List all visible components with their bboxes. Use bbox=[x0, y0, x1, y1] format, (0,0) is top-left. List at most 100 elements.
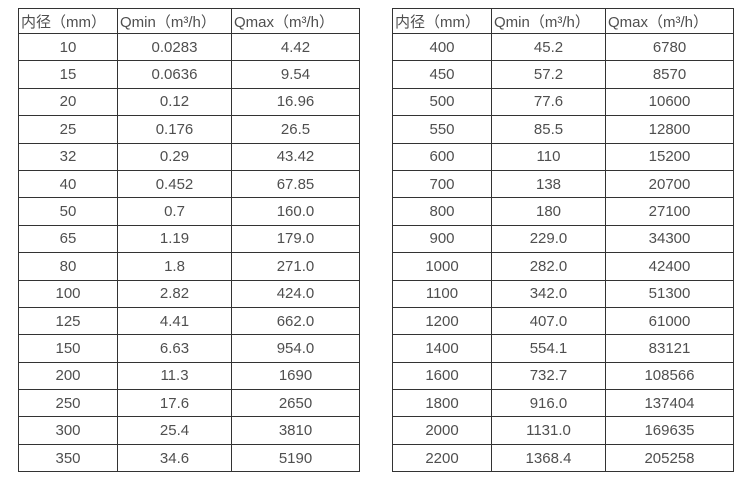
diameter-cell: 2000 bbox=[392, 416, 492, 445]
diameter-cell: 450 bbox=[392, 60, 492, 89]
qmax-cell: 424.0 bbox=[231, 279, 360, 308]
qmin-cell: 0.12 bbox=[117, 87, 232, 117]
diameter-cell: 100 bbox=[18, 279, 118, 308]
table-row: 40 0.452 67.85 bbox=[18, 169, 360, 199]
qmin-cell: 0.452 bbox=[117, 169, 232, 199]
qmin-cell: 45.2 bbox=[491, 32, 606, 62]
diameter-cell: 700 bbox=[392, 169, 492, 199]
qmin-cell: 138 bbox=[491, 169, 606, 199]
qmax-cell: 179.0 bbox=[231, 224, 360, 254]
diameter-cell: 500 bbox=[392, 87, 492, 117]
diameter-cell: 80 bbox=[18, 252, 118, 281]
qmin-cell: 77.6 bbox=[491, 87, 606, 117]
table-row: 10 0.0283 4.42 bbox=[18, 32, 360, 62]
qmin-cell: 0.0636 bbox=[117, 60, 232, 89]
table-row: 25 0.176 26.5 bbox=[18, 115, 360, 144]
diameter-header: 内径（mm） bbox=[392, 8, 492, 34]
diameter-cell: 32 bbox=[18, 142, 118, 171]
diameter-cell: 350 bbox=[18, 443, 118, 473]
diameter-cell: 1000 bbox=[392, 252, 492, 281]
table-row: 450 57.2 8570 bbox=[392, 60, 734, 89]
qmin-cell: 916.0 bbox=[491, 389, 606, 418]
table-row: 400 45.2 6780 bbox=[392, 32, 734, 62]
qmin-cell: 407.0 bbox=[491, 306, 606, 336]
qmin-cell: 11.3 bbox=[117, 361, 232, 391]
qmax-cell: 42400 bbox=[605, 252, 734, 281]
qmax-cell: 4.42 bbox=[231, 32, 360, 62]
table-row: 65 1.19 179.0 bbox=[18, 224, 360, 254]
diameter-cell: 600 bbox=[392, 142, 492, 171]
table-row: 200 11.3 1690 bbox=[18, 361, 360, 391]
qmax-cell: 8570 bbox=[605, 60, 734, 89]
qmax-cell: 51300 bbox=[605, 279, 734, 308]
diameter-cell: 200 bbox=[18, 361, 118, 391]
qmin-cell: 554.1 bbox=[491, 334, 606, 363]
qmin-cell: 1.19 bbox=[117, 224, 232, 254]
qmin-cell: 732.7 bbox=[491, 361, 606, 391]
diameter-cell: 1600 bbox=[392, 361, 492, 391]
qmin-cell: 0.176 bbox=[117, 115, 232, 144]
qmax-cell: 169635 bbox=[605, 416, 734, 445]
diameter-cell: 300 bbox=[18, 416, 118, 445]
qmin-cell: 229.0 bbox=[491, 224, 606, 254]
qmin-cell: 342.0 bbox=[491, 279, 606, 308]
diameter-cell: 1200 bbox=[392, 306, 492, 336]
diameter-cell: 900 bbox=[392, 224, 492, 254]
table-row: 1200 407.0 61000 bbox=[392, 306, 734, 336]
table-row: 800 180 27100 bbox=[392, 197, 734, 226]
table-row: 80 1.8 271.0 bbox=[18, 252, 360, 281]
qmin-cell: 0.29 bbox=[117, 142, 232, 171]
qmax-cell: 3810 bbox=[231, 416, 360, 445]
qmin-cell: 0.0283 bbox=[117, 32, 232, 62]
table-row: 2200 1368.4 205258 bbox=[392, 443, 734, 473]
qmin-cell: 1131.0 bbox=[491, 416, 606, 445]
diameter-cell: 20 bbox=[18, 87, 118, 117]
qmin-cell: 1368.4 bbox=[491, 443, 606, 473]
qmax-cell: 5190 bbox=[231, 443, 360, 473]
table-header-row: 内径（mm） Qmin（m³/h） Qmax（m³/h） bbox=[18, 8, 360, 34]
flow-rate-tables-container: 内径（mm） Qmin（m³/h） Qmax（m³/h） 10 0.0283 4.42 1… bbox=[18, 8, 734, 473]
diameter-cell: 150 bbox=[18, 334, 118, 363]
diameter-cell: 65 bbox=[18, 224, 118, 254]
qmax-header: Qmax（m³/h） bbox=[231, 8, 360, 34]
table-row: 300 25.4 3810 bbox=[18, 416, 360, 445]
table-row: 550 85.5 12800 bbox=[392, 115, 734, 144]
qmax-cell: 160.0 bbox=[231, 197, 360, 226]
qmax-cell: 34300 bbox=[605, 224, 734, 254]
diameter-cell: 250 bbox=[18, 389, 118, 418]
qmax-cell: 6780 bbox=[605, 32, 734, 62]
table-header-row: 内径（mm） Qmin（m³/h） Qmax（m³/h） bbox=[392, 8, 734, 34]
table-row: 150 6.63 954.0 bbox=[18, 334, 360, 363]
qmax-cell: 27100 bbox=[605, 197, 734, 226]
table-row: 1600 732.7 108566 bbox=[392, 361, 734, 391]
qmax-cell: 205258 bbox=[605, 443, 734, 473]
qmax-cell: 43.42 bbox=[231, 142, 360, 171]
table-row: 2000 1131.0 169635 bbox=[392, 416, 734, 445]
qmax-cell: 1690 bbox=[231, 361, 360, 391]
qmin-cell: 0.7 bbox=[117, 197, 232, 226]
diameter-cell: 15 bbox=[18, 60, 118, 89]
table-row: 50 0.7 160.0 bbox=[18, 197, 360, 226]
table-row: 100 2.82 424.0 bbox=[18, 279, 360, 308]
qmax-cell: 61000 bbox=[605, 306, 734, 336]
qmin-cell: 6.63 bbox=[117, 334, 232, 363]
qmax-cell: 15200 bbox=[605, 142, 734, 171]
diameter-cell: 550 bbox=[392, 115, 492, 144]
qmax-cell: 26.5 bbox=[231, 115, 360, 144]
table-row: 1100 342.0 51300 bbox=[392, 279, 734, 308]
qmax-cell: 108566 bbox=[605, 361, 734, 391]
flow-table-small-diameters: 内径（mm） Qmin（m³/h） Qmax（m³/h） 10 0.0283 4.42 1… bbox=[18, 8, 360, 473]
qmin-cell: 282.0 bbox=[491, 252, 606, 281]
table-row: 600 110 15200 bbox=[392, 142, 734, 171]
table-row: 250 17.6 2650 bbox=[18, 389, 360, 418]
diameter-cell: 400 bbox=[392, 32, 492, 62]
qmin-cell: 85.5 bbox=[491, 115, 606, 144]
diameter-cell: 10 bbox=[18, 32, 118, 62]
diameter-cell: 50 bbox=[18, 197, 118, 226]
qmin-header: Qmin（m³/h） bbox=[491, 8, 606, 34]
table-row: 700 138 20700 bbox=[392, 169, 734, 199]
qmax-cell: 83121 bbox=[605, 334, 734, 363]
qmin-cell: 180 bbox=[491, 197, 606, 226]
table-row: 900 229.0 34300 bbox=[392, 224, 734, 254]
qmax-cell: 10600 bbox=[605, 87, 734, 117]
